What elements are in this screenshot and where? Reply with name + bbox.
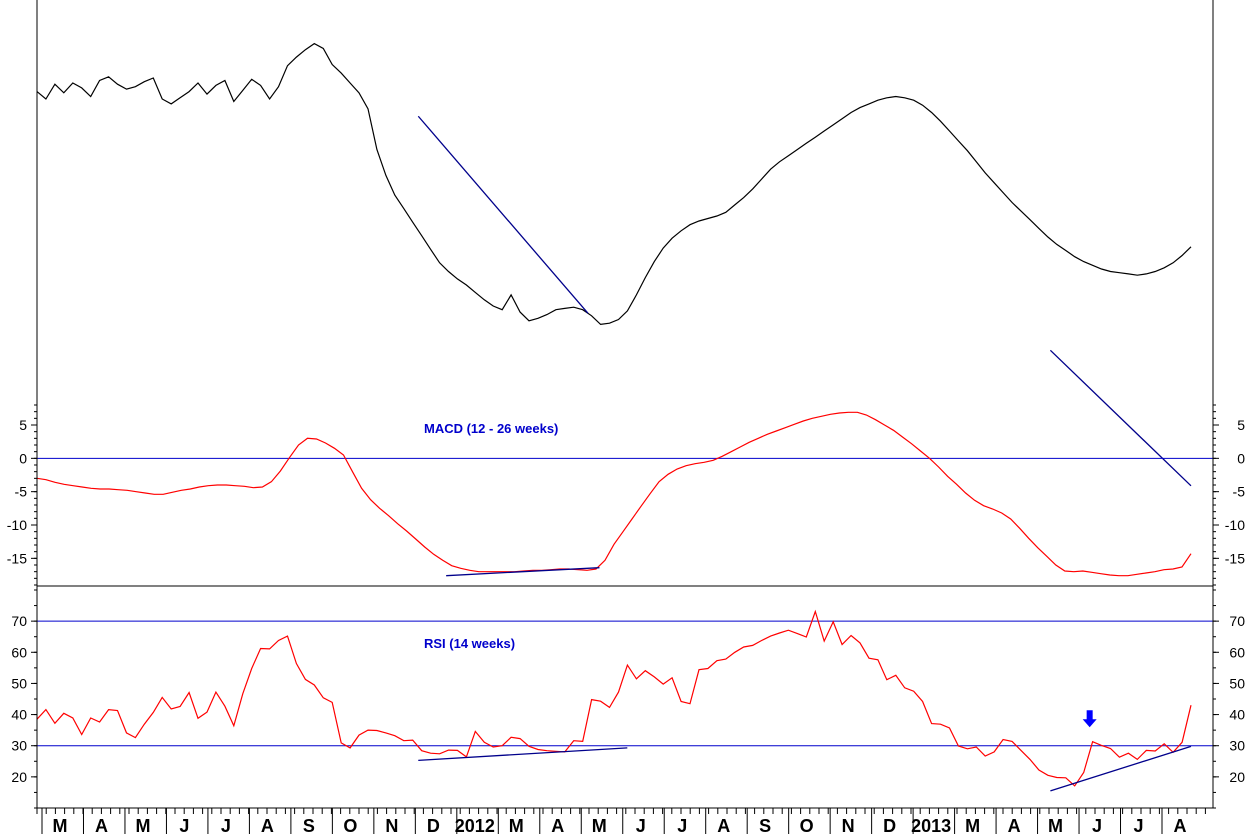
x-axis-label-12: A [551,816,564,834]
macd-tick-label-right-2: -5 [1233,484,1246,500]
rsi-panel: 70 70 60 60 50 50 40 40 30 30 20 20 [11,589,1245,809]
macd-tick-label-right-3: -10 [1225,517,1245,533]
x-axis-label-6: S [303,816,315,834]
rsi-line [36,609,1192,787]
x-axis-label-4: J [221,816,231,834]
rsi-tick-label-left-5: 20 [11,769,27,785]
x-axis-label-19: N [842,816,855,834]
macd-tick-label-right-1: 0 [1237,450,1245,466]
rsi-tick-label-left-1: 60 [11,644,27,660]
x-axis-label-8: N [385,816,398,834]
x-axis-label-23: A [1008,816,1021,834]
macd-panel: 5 5 0 0 -5 -5 -10 -10 -15 -15 [7,404,1246,586]
rsi-tick-label-right-5: 20 [1229,769,1245,785]
macd-tick-label-right-4: -15 [1225,550,1245,566]
x-axis-label-24: M [1048,816,1063,834]
x-axis-label-5: A [261,816,274,834]
rsi-tick-label-right-1: 60 [1229,644,1245,660]
rsi-tick-label-right-0: 70 [1229,613,1245,629]
rsi-tick-label-right-3: 40 [1229,707,1245,723]
rsi-trendline-1 [418,747,628,762]
x-axis-label-2: M [135,816,150,834]
rsi-tick-label-left-2: 50 [11,675,27,691]
frame [36,0,1214,809]
price-trendline-2 [1049,349,1192,487]
x-axis-label-27: A [1174,816,1187,834]
x-axis: M A M J J A S O N D 2012 M A M J J A S O N D 2013 M A M J J A [36,808,1206,834]
price-trendline-1 [417,115,589,314]
rsi-title: RSI (14 weeks) [424,636,515,651]
macd-tick-label-left-2: -5 [15,484,28,500]
x-axis-label-1: A [95,816,108,834]
rsi-tick-label-right-4: 30 [1229,738,1245,754]
rsi-tick-label-left-0: 70 [11,613,27,629]
macd-line [36,411,1192,577]
x-axis-label-17: S [759,816,771,834]
rsi-trendline-2 [1050,745,1192,792]
price-panel [36,42,1192,487]
x-axis-label-7: O [343,816,357,834]
x-axis-label-15: J [677,816,687,834]
macd-tick-label-left-4: -15 [7,550,27,566]
macd-tick-label-left-3: -10 [7,517,27,533]
macd-trendline-1 [446,567,600,577]
x-axis-label-20: D [883,816,896,834]
macd-title: MACD (12 - 26 weeks) [424,421,558,436]
x-axis-label-0: M [53,816,68,834]
rsi-tick-label-right-2: 50 [1229,675,1245,691]
x-axis-label-3: J [179,816,189,834]
x-axis-label-26: J [1134,816,1144,834]
macd-tick-label-right-0: 5 [1237,417,1245,433]
price-line [36,42,1192,326]
x-axis-label-21: 2013 [911,816,951,834]
x-axis-label-11: M [509,816,524,834]
x-axis-label-9: D [427,816,440,834]
x-axis-label-14: J [636,816,646,834]
rsi-tick-label-left-4: 30 [11,738,27,754]
macd-tick-label-left-1: 0 [19,450,27,466]
x-axis-label-25: J [1092,816,1102,834]
rsi-tick-label-left-3: 40 [11,707,27,723]
x-axis-label-18: O [800,816,814,834]
macd-tick-label-left-0: 5 [19,417,27,433]
x-axis-label-10: 2012 [455,816,495,834]
x-axis-label-13: M [592,816,607,834]
arrow-down-icon [1082,710,1097,728]
x-axis-label-22: M [965,816,980,834]
x-axis-label-16: A [717,816,730,834]
